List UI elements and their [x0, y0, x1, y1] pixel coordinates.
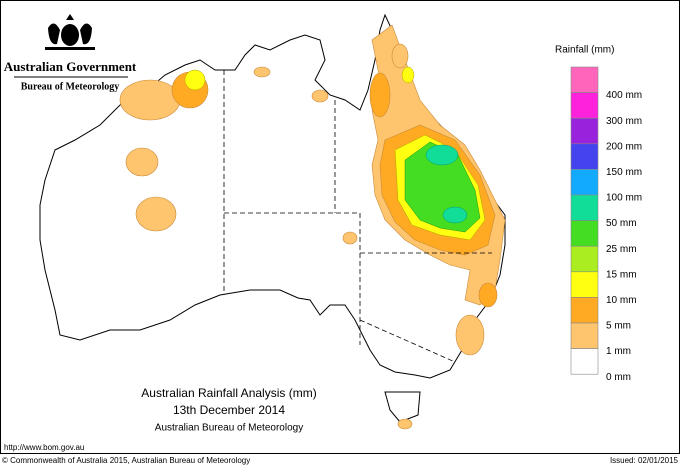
- qld-north-rain-5: [369, 72, 391, 118]
- tas-rain: [397, 418, 413, 430]
- legend-swatch: [570, 92, 599, 119]
- legend-label: 0 mm: [606, 372, 631, 383]
- map-title: Australian Rainfall Analysis (mm): [141, 386, 316, 400]
- legend-swatch: [570, 297, 599, 324]
- kimberley-rain: [119, 79, 181, 121]
- nt-rain: [253, 66, 271, 78]
- legend-swatch: [570, 271, 599, 298]
- legend: 400 mm 300 mm 200 mm 150 mm 100 mm 50 mm 25 mm…: [570, 66, 642, 383]
- legend-swatch: [570, 169, 599, 196]
- legend-swatch: [570, 143, 599, 170]
- legend-label: 5 mm: [606, 321, 631, 332]
- legend-swatch: [570, 117, 599, 145]
- wa-rain: [135, 196, 177, 232]
- government-name: Australian Government: [4, 59, 137, 74]
- legend-swatch: [570, 194, 599, 221]
- legend-swatch: [570, 245, 599, 273]
- legend-label: 150 mm: [606, 167, 642, 178]
- legend-title: Rainfall (mm): [555, 45, 614, 56]
- legend-swatch: [570, 220, 599, 247]
- crest: [45, 14, 95, 50]
- legend-label: 1 mm: [606, 346, 631, 357]
- legend-swatch: [570, 322, 599, 349]
- nsw-rain: [455, 314, 485, 356]
- legend-label: 15 mm: [606, 269, 637, 280]
- sa-rain: [342, 231, 358, 245]
- kimberley-rain-10: [184, 69, 206, 91]
- rain-50mm: [425, 144, 468, 224]
- footer-issued: Issued: 02/01/2015: [610, 456, 679, 465]
- cape-rain-10: [401, 66, 415, 84]
- state-borders: [223, 70, 492, 363]
- legend-label: 400 mm: [606, 90, 642, 101]
- pilbara-rain: [125, 147, 159, 177]
- legend-swatch: [570, 66, 599, 93]
- qld-rain-50-b: [442, 206, 468, 224]
- legend-swatch: [570, 348, 599, 375]
- legend-label: 50 mm: [606, 218, 637, 229]
- legend-label: 10 mm: [606, 295, 637, 306]
- legend-label: 200 mm: [606, 141, 642, 152]
- legend-label: 25 mm: [606, 244, 637, 255]
- nsw-rain-5: [478, 282, 498, 308]
- bureau-name: Bureau of Meteorology: [21, 81, 120, 92]
- footer-url: http://www.bom.gov.au: [4, 443, 84, 452]
- map-source: Australian Bureau of Meteorology: [155, 423, 303, 434]
- map: [39, 13, 506, 430]
- legend-label: 100 mm: [606, 193, 642, 204]
- map-date: 13th December 2014: [173, 403, 285, 417]
- footer-copyright: © Commonwealth of Australia 2015, Austra…: [2, 456, 250, 465]
- cape-rain: [391, 43, 409, 69]
- legend-label: 300 mm: [606, 116, 642, 127]
- gulf-rain: [311, 89, 329, 103]
- qld-rain-50-a: [425, 144, 459, 166]
- tasmania: [384, 391, 421, 423]
